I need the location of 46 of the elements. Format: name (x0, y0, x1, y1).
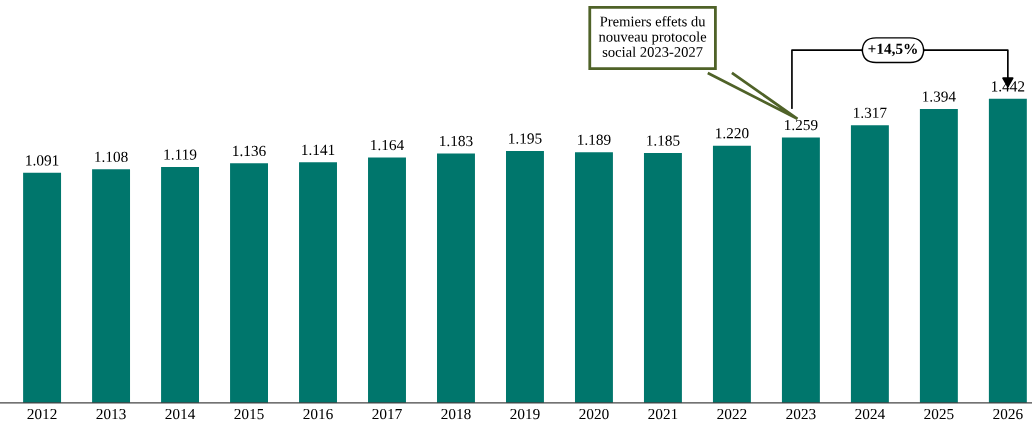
x-tick-label: 2026 (993, 408, 1023, 420)
bar (92, 169, 131, 403)
x-tick-label: 2014 (165, 408, 196, 420)
bar (919, 108, 958, 403)
x-tick-label: 2017 (372, 408, 402, 420)
text: Premiers effets du nouveau protocole social 2023-2027 (598, 16, 707, 57)
bar (506, 150, 544, 403)
x-tick-label: 2024 (855, 408, 885, 420)
x-tick-label: 2013 (96, 408, 126, 420)
bar (161, 166, 200, 403)
x-tick-label: 2023 (786, 408, 816, 420)
bar (230, 163, 268, 403)
bar (850, 125, 889, 403)
x-tick-label: 2022 (717, 408, 747, 420)
bar (299, 162, 337, 403)
bar (643, 153, 682, 403)
data-label: 1.119 (164, 149, 197, 160)
text: +14,5% (868, 43, 917, 57)
bar (437, 153, 475, 403)
x-tick-label: 2019 (510, 408, 540, 420)
data-label: 1.183 (440, 135, 473, 147)
data-label: 1.195 (509, 133, 542, 144)
data-label: 1.259 (785, 119, 818, 131)
data-label: 1.394 (923, 91, 956, 102)
data-label: 1.164 (371, 139, 404, 151)
data-label: 1.220 (716, 128, 749, 139)
data-label: 1.091 (26, 155, 59, 166)
data-label: 1.108 (95, 151, 128, 163)
data-label: 1.141 (302, 144, 335, 156)
bar (23, 172, 62, 403)
data-label: 1.136 (233, 145, 266, 157)
x-tick-label: 2021 (648, 408, 678, 420)
x-tick-label: 2012 (27, 408, 57, 420)
x-tick-label: 2018 (441, 408, 471, 420)
bar (781, 137, 820, 403)
bar (988, 98, 1027, 403)
bar (712, 145, 751, 403)
x-tick-label: 2025 (924, 408, 954, 420)
x-tick-label: 2020 (579, 408, 609, 420)
data-label: 1.317 (854, 107, 887, 118)
bar (368, 157, 406, 403)
data-label: 1.185 (647, 135, 680, 146)
x-tick-label: 2015 (234, 408, 264, 420)
x-tick-label: 2016 (303, 408, 333, 420)
bar (574, 152, 613, 403)
data-label: 1.189 (578, 134, 611, 145)
